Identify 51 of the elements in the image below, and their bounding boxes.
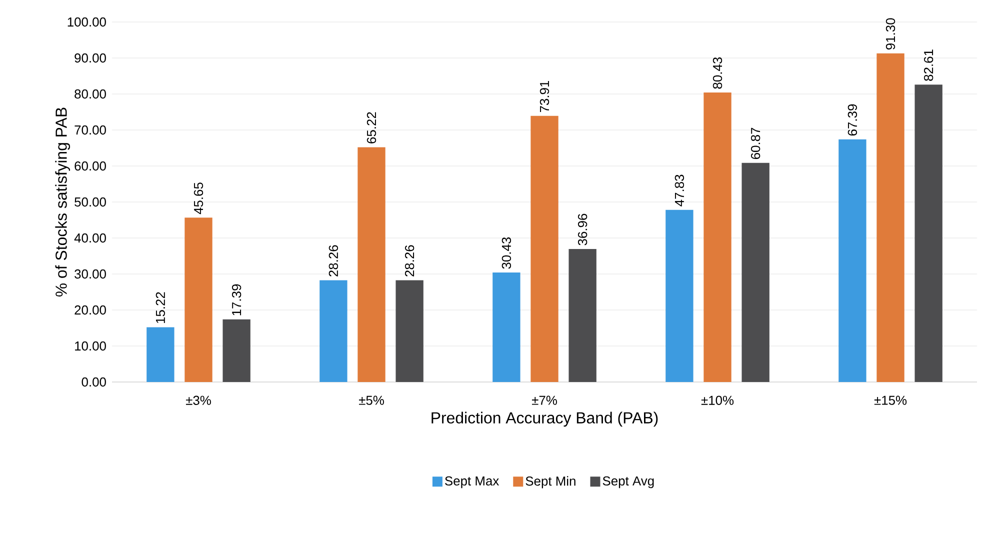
bar <box>704 92 732 382</box>
bar <box>146 327 174 382</box>
data-label: 82.61 <box>924 50 934 81</box>
data-label: 28.26 <box>404 245 414 276</box>
bar <box>396 280 424 382</box>
bar <box>222 319 250 382</box>
y-tick-label: 80.00 <box>74 89 106 99</box>
legend-label: Sept Avg <box>602 476 654 488</box>
data-label: 73.91 <box>540 80 550 112</box>
data-label: 65.22 <box>366 112 376 144</box>
x-tick-label: ±10% <box>701 396 734 405</box>
bar <box>666 210 694 382</box>
data-label: 60.87 <box>750 128 760 160</box>
data-label: 15.22 <box>156 292 166 324</box>
x-tick-label: ±3% <box>186 396 211 405</box>
data-label: 47.83 <box>674 174 684 206</box>
y-tick-label: 30.00 <box>74 269 106 279</box>
y-tick-label: 50.00 <box>74 197 106 207</box>
y-tick-label: 20.00 <box>74 305 106 315</box>
bar <box>914 84 942 382</box>
y-tick-label: 90.00 <box>74 53 106 63</box>
bar <box>530 116 558 382</box>
y-tick-label: 0.00 <box>82 377 106 387</box>
y-tick-label: 40.00 <box>74 233 106 243</box>
data-label: 30.43 <box>502 237 512 269</box>
bar <box>876 53 904 382</box>
bar <box>184 218 212 382</box>
bar <box>358 147 386 382</box>
data-label: 36.96 <box>578 214 588 246</box>
bar <box>838 139 866 382</box>
x-tick-label: ±15% <box>874 396 907 405</box>
data-label: 91.30 <box>886 18 896 50</box>
y-tick-label: 70.00 <box>74 125 106 135</box>
data-label: 17.39 <box>232 284 242 316</box>
y-tick-label: 10.00 <box>75 341 106 351</box>
legend-label: Sept Max <box>445 476 500 488</box>
legend-label: Sept Min <box>526 476 576 488</box>
y-tick-label: 60.00 <box>74 161 106 171</box>
bar <box>742 162 770 382</box>
data-label: 67.39 <box>848 104 858 136</box>
bar <box>320 280 348 382</box>
x-axis-title: Prediction Accuracy Band (PAB) <box>432 412 658 427</box>
bar <box>568 248 596 382</box>
data-label: 80.43 <box>712 57 722 89</box>
bar <box>492 272 520 382</box>
y-tick-label: 100.00 <box>68 17 106 27</box>
data-label: 28.26 <box>328 245 338 276</box>
x-tick-label: ±7% <box>532 396 557 405</box>
x-tick-label: ±5% <box>358 396 384 405</box>
data-label: 45.65 <box>194 182 204 214</box>
y-axis-title: % of Stocks satisfying PAB <box>55 108 70 297</box>
